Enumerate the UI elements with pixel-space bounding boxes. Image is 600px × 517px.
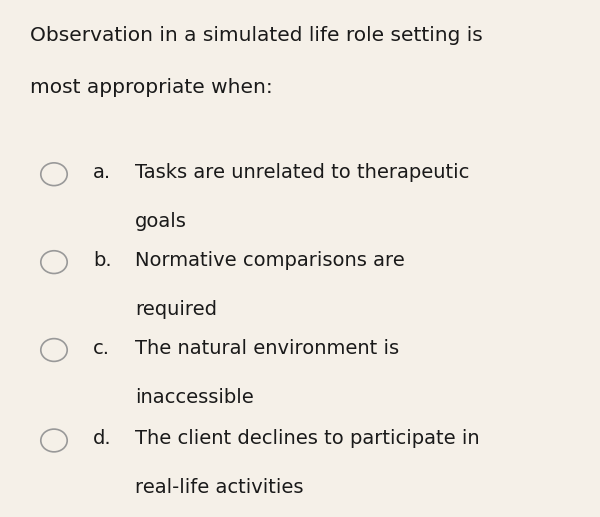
Text: The natural environment is: The natural environment is: [135, 339, 399, 358]
Text: Tasks are unrelated to therapeutic: Tasks are unrelated to therapeutic: [135, 163, 469, 182]
Circle shape: [41, 429, 67, 452]
Text: most appropriate when:: most appropriate when:: [30, 78, 273, 97]
Text: Observation in a simulated life role setting is: Observation in a simulated life role set…: [30, 26, 483, 45]
Circle shape: [41, 251, 67, 273]
Circle shape: [41, 339, 67, 361]
Text: inaccessible: inaccessible: [135, 388, 254, 407]
Text: c.: c.: [93, 339, 110, 358]
Circle shape: [41, 163, 67, 186]
Text: goals: goals: [135, 212, 187, 231]
Text: d.: d.: [93, 429, 112, 448]
Text: a.: a.: [93, 163, 111, 182]
Text: required: required: [135, 300, 217, 319]
Text: The client declines to participate in: The client declines to participate in: [135, 429, 479, 448]
Text: Normative comparisons are: Normative comparisons are: [135, 251, 405, 270]
Text: b.: b.: [93, 251, 112, 270]
Text: real-life activities: real-life activities: [135, 478, 304, 497]
